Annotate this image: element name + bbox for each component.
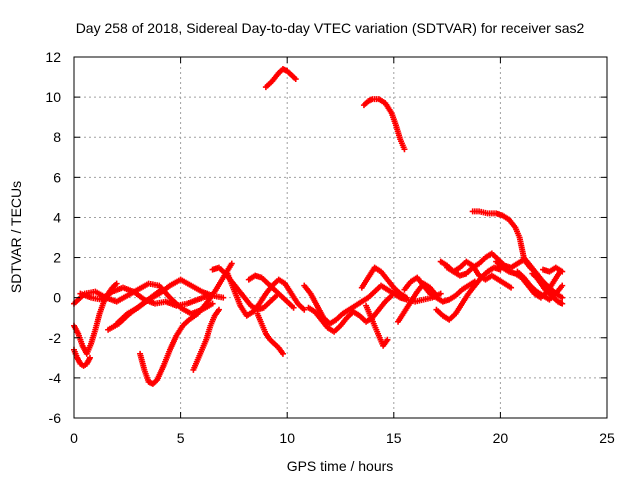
series-arc-28: [540, 264, 566, 275]
data-point: [559, 300, 566, 307]
data-point: [86, 354, 93, 361]
axis-ticks: 0 5 10 15 20 25 -6 -4 -2 0 2 4 6 8 10 12: [45, 49, 615, 446]
y-tick-label: 10: [45, 89, 61, 105]
data-point: [215, 306, 222, 313]
y-tick-label: 4: [53, 209, 61, 225]
x-tick-label: 15: [386, 430, 402, 446]
series-arc-13: [224, 270, 308, 319]
data-point: [401, 146, 408, 153]
series-arc-27: [529, 270, 566, 307]
chart-title: Day 258 of 2018, Sidereal Day-to-day VTE…: [76, 20, 585, 36]
data-point: [559, 294, 566, 301]
y-tick-label: 0: [53, 290, 61, 306]
series-arc-07: [190, 306, 222, 373]
series-arc-16: [301, 282, 444, 327]
series-arc-18: [363, 302, 391, 349]
data-point: [437, 290, 444, 297]
series-arc-11: [105, 286, 165, 333]
grid: [73, 56, 608, 419]
data-point: [209, 300, 216, 307]
data-point: [384, 336, 391, 343]
data-point: [559, 282, 566, 289]
series-arc-19: [358, 264, 410, 301]
series-arc-14: [254, 310, 286, 357]
data-point: [508, 284, 515, 291]
series-arc-15: [245, 272, 297, 311]
x-tick-label: 25: [599, 430, 615, 446]
data-point: [279, 350, 286, 357]
y-tick-label: -4: [49, 370, 62, 386]
y-tick-label: -2: [49, 330, 62, 346]
data-point: [220, 294, 227, 301]
x-axis-label: GPS time / hours: [287, 458, 394, 474]
data-point: [290, 304, 297, 311]
series-arc-01: [262, 66, 299, 91]
y-tick-label: 8: [53, 129, 61, 145]
y-axis-label: SDTVAR / TECUs: [8, 181, 24, 293]
data-point: [228, 260, 235, 267]
data-point: [388, 292, 395, 299]
series-arc-02: [360, 96, 408, 153]
x-tick-label: 10: [279, 430, 295, 446]
x-tick-label: 0: [70, 430, 78, 446]
data-point: [113, 280, 120, 287]
series-arc-22: [433, 264, 504, 323]
data-point: [403, 294, 410, 301]
series-arc-23: [437, 258, 515, 291]
y-tick-label: 6: [53, 169, 61, 185]
plot-frame: [73, 56, 608, 419]
data-point: [158, 286, 165, 293]
y-tick-label: -6: [49, 410, 62, 426]
series-arc-24: [444, 250, 540, 279]
y-tick-label: 2: [53, 250, 61, 266]
data-point: [292, 76, 299, 83]
x-tick-label: 5: [177, 430, 185, 446]
data-point: [301, 306, 308, 313]
data-point: [559, 268, 566, 275]
series-arc-06: [137, 260, 235, 387]
series-arc-17: [305, 292, 395, 335]
x-tick-label: 20: [493, 430, 509, 446]
data-points: [71, 66, 566, 387]
y-tick-label: 12: [45, 49, 61, 65]
series-arc-05: [71, 346, 93, 369]
